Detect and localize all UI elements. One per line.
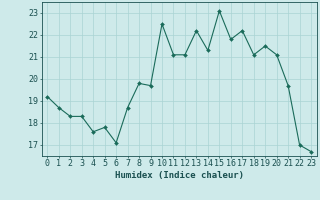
X-axis label: Humidex (Indice chaleur): Humidex (Indice chaleur) [115,171,244,180]
